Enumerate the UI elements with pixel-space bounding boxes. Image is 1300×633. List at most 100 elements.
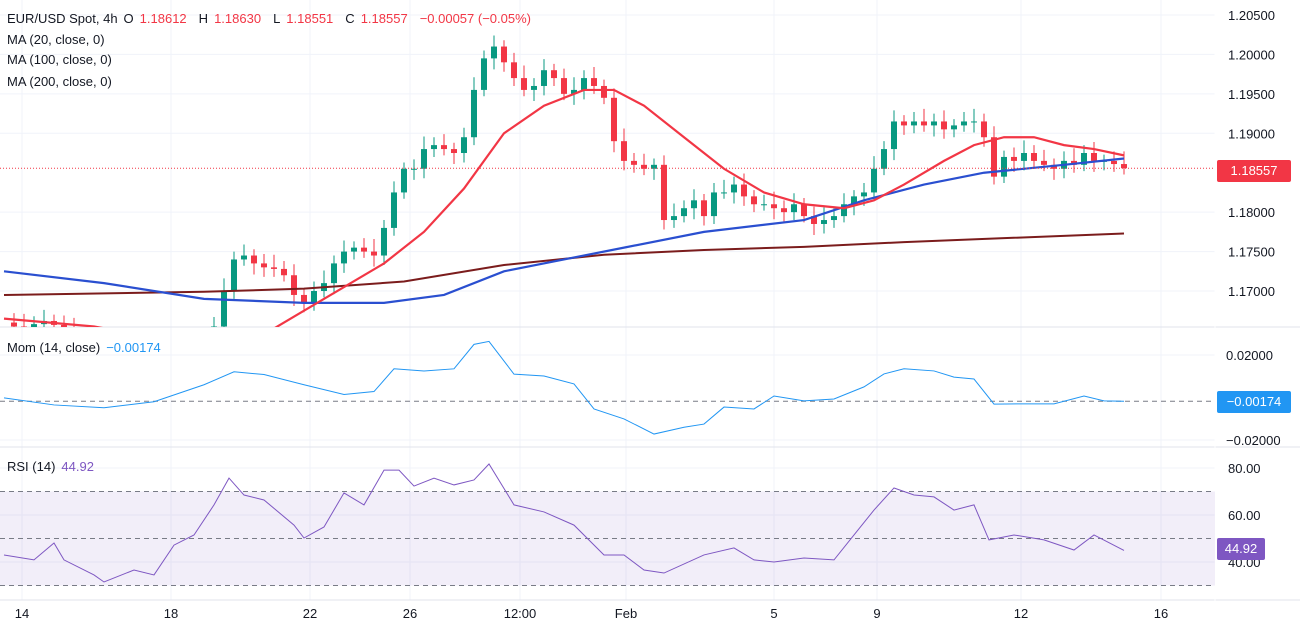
- candle-body: [531, 85, 537, 90]
- change-value: −0.00057 (−0.05%): [419, 11, 531, 26]
- candle-body: [861, 192, 867, 197]
- candle-body: [221, 291, 227, 327]
- candle-body: [341, 251, 347, 264]
- candle-body: [1011, 156, 1017, 161]
- candle-body: [241, 255, 247, 260]
- candle-body: [541, 70, 547, 86]
- candle-body: [731, 184, 737, 193]
- candle-body: [151, 360, 157, 362]
- symbol-legend: EUR/USD Spot, 4h O 1.18612 H 1.18630 L 1.18551…: [7, 11, 537, 26]
- candle-body: [121, 358, 127, 370]
- ma200-legend[interactable]: MA (200, close, 0): [7, 74, 112, 89]
- price-tick-label: 1.19000: [1228, 126, 1275, 141]
- candle-body: [21, 326, 27, 327]
- candle-body: [1121, 164, 1127, 169]
- time-tick-label: 9: [873, 606, 880, 621]
- candle-body: [941, 121, 947, 130]
- ma20-line: [3, 88, 1125, 327]
- mom-line: [3, 340, 1125, 435]
- candle-body: [261, 263, 267, 268]
- candle-body: [781, 208, 787, 213]
- candle-body: [31, 324, 37, 327]
- time-tick-label: 26: [403, 606, 417, 621]
- candle-body: [991, 137, 997, 177]
- candle-body: [761, 204, 767, 206]
- candle-body: [461, 137, 467, 154]
- low-label: L: [273, 11, 281, 26]
- candle-body: [231, 259, 237, 292]
- candle-body: [651, 164, 657, 169]
- candle-body: [421, 149, 427, 169]
- price-tick-label: 1.20000: [1228, 47, 1275, 62]
- candle-body: [721, 192, 727, 194]
- candle-body: [1041, 160, 1047, 165]
- candle-body: [561, 78, 567, 94]
- candle-body: [1001, 156, 1007, 177]
- candle-body: [581, 78, 587, 90]
- ma100-line: [3, 157, 1125, 304]
- time-tick-label: 22: [303, 606, 317, 621]
- candle-body: [11, 322, 17, 327]
- candle-body: [591, 78, 597, 86]
- candle-body: [771, 204, 777, 209]
- candle-body: [351, 247, 357, 252]
- candle-body: [791, 204, 797, 213]
- candle-body: [831, 216, 837, 221]
- candle-body: [751, 196, 757, 205]
- candle-body: [61, 324, 67, 327]
- candle-body: [741, 184, 747, 197]
- candle-body: [191, 350, 197, 354]
- candle-body: [301, 294, 307, 303]
- candle-body: [141, 362, 147, 366]
- time-tick-label: 12: [1014, 606, 1028, 621]
- candle-body: [381, 227, 387, 256]
- candle-body: [361, 247, 367, 252]
- mom-title: Mom (14, close): [7, 340, 101, 355]
- candle-body: [891, 121, 897, 150]
- candle-body: [801, 204, 807, 217]
- mom-legend[interactable]: Mom (14, close) −0.00174: [7, 340, 167, 355]
- time-tick-label: 14: [15, 606, 29, 621]
- candle-body: [171, 362, 177, 366]
- candle-body: [331, 263, 337, 284]
- candle-body: [481, 58, 487, 90]
- candle-body: [441, 145, 447, 150]
- price-tick-label: 1.20500: [1228, 8, 1275, 23]
- candle-body: [281, 268, 287, 276]
- time-tick-label: 5: [770, 606, 777, 621]
- rsi-title: RSI (14): [7, 459, 56, 474]
- time-tick-label: 12:00: [504, 606, 537, 621]
- candle-body: [981, 121, 987, 138]
- high-label: H: [198, 11, 209, 26]
- mom-tick-label: −0.02000: [1226, 433, 1281, 448]
- ma200-line: [3, 232, 1125, 296]
- candle-body: [71, 330, 77, 338]
- symbol-title[interactable]: EUR/USD Spot, 4h: [7, 11, 118, 26]
- candle-body: [921, 121, 927, 126]
- candle-body: [511, 62, 517, 79]
- candle-body: [571, 89, 577, 94]
- candle-body: [401, 168, 407, 193]
- candle-body: [1021, 153, 1027, 161]
- candle-body: [311, 291, 317, 303]
- ma20-legend[interactable]: MA (20, close, 0): [7, 32, 105, 47]
- candle-body: [661, 164, 667, 221]
- high-value: 1.18630: [214, 11, 262, 26]
- candle-body: [701, 200, 707, 217]
- rsi-legend[interactable]: RSI (14) 44.92: [7, 459, 100, 474]
- candle-body: [431, 145, 437, 150]
- candle-body: [501, 46, 507, 63]
- ma100-legend[interactable]: MA (100, close, 0): [7, 52, 112, 67]
- candle-body: [471, 89, 477, 138]
- candle-body: [961, 121, 967, 126]
- candle-body: [1081, 153, 1087, 165]
- rsi-value: 44.92: [61, 459, 94, 474]
- candle-body: [601, 85, 607, 98]
- candle-body: [681, 208, 687, 217]
- candle-body: [881, 149, 887, 169]
- open-label: O: [123, 11, 134, 26]
- candle-body: [951, 125, 957, 130]
- candle-body: [391, 192, 397, 228]
